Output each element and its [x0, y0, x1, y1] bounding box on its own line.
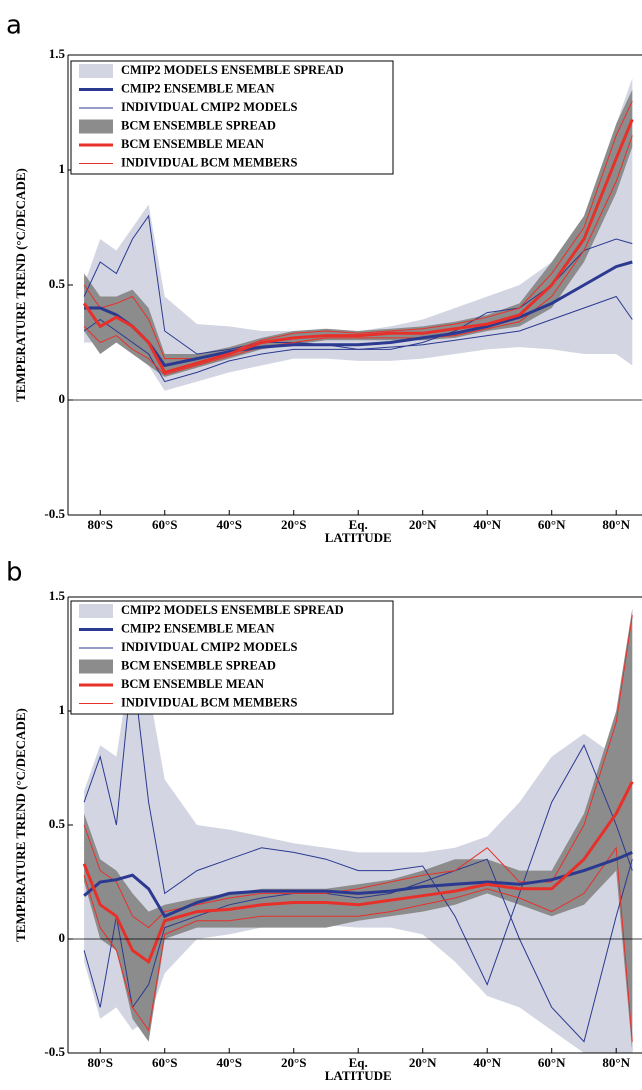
x-axis-label: LATITUDE: [325, 530, 392, 545]
spread-band: [84, 608, 633, 1053]
x-tick-label: 40°S: [217, 517, 242, 532]
legend-label: INDIVIDUAL CMIP2 MODELS: [121, 640, 297, 654]
plot-area: [82, 78, 634, 391]
legend-label: BCM ENSEMBLE MEAN: [121, 677, 264, 691]
legend-label: INDIVIDUAL BCM MEMBERS: [121, 155, 297, 169]
y-tick-label: 1: [59, 702, 66, 717]
legend-label: BCM ENSEMBLE MEAN: [121, 137, 264, 151]
y-tick-label: -0.5: [44, 506, 65, 521]
legend-swatch: [79, 64, 113, 78]
x-tick-label: 40°S: [217, 1055, 242, 1070]
spread-band: [84, 654, 633, 1053]
x-tick-label: 20°N: [409, 517, 437, 532]
legend-label: CMIP2 MODELS ENSEMBLE SPREAD: [121, 63, 344, 77]
legend: CMIP2 MODELS ENSEMBLE SPREAD CMIP2 ENSEMB…: [70, 60, 394, 175]
panel-label: a: [6, 11, 22, 41]
legend-swatch: [79, 659, 113, 674]
legend: CMIP2 MODELS ENSEMBLE SPREAD CMIP2 ENSEMB…: [70, 600, 394, 715]
member-line: [83, 100, 633, 360]
x-tick-label: 60°S: [152, 1055, 177, 1070]
y-tick-label: 1.5: [49, 588, 66, 603]
legend-label: CMIP2 ENSEMBLE MEAN: [121, 621, 274, 635]
x-tick-label: 20°S: [281, 1055, 306, 1070]
x-tick-label: 20°S: [281, 517, 306, 532]
x-tick-label: Eq.: [349, 1055, 368, 1070]
legend-label: INDIVIDUAL CMIP2 MODELS: [121, 100, 297, 114]
legend-label: INDIVIDUAL BCM MEMBERS: [121, 695, 297, 709]
x-tick-label: 60°S: [152, 517, 177, 532]
legend-swatch: [79, 119, 113, 134]
legend-label: BCM ENSEMBLE SPREAD: [121, 658, 276, 672]
y-tick-label: 0: [59, 930, 66, 945]
x-tick-label: 60°N: [538, 517, 566, 532]
y-tick-label: 1.5: [49, 46, 66, 61]
legend-box: [70, 600, 394, 715]
panel: a -0.5 0 0.5 1 1.5 80°S 60°S 40°S 20°S Eq. 20°N 40°N…: [6, 11, 642, 545]
y-axis-label: TEMPERATURE TREND (°C/DECADE): [13, 168, 28, 402]
legend-label: CMIP2 MODELS ENSEMBLE SPREAD: [121, 603, 344, 617]
x-tick-label: 40°N: [473, 1055, 501, 1070]
y-tick-label: 0.5: [49, 816, 66, 831]
panel: b -0.5 0 0.5 1 1.5 80°S 60°S 40°S 20°S Eq. 20°N 40°N…: [6, 558, 642, 1083]
x-tick-label: 80°N: [602, 1055, 630, 1070]
x-tick-label: 40°N: [473, 517, 501, 532]
y-tick-label: 1: [59, 161, 66, 176]
legend-swatch: [79, 604, 113, 618]
member-line: [83, 295, 633, 383]
x-tick-label: 80°N: [602, 517, 630, 532]
x-tick-label: Eq.: [349, 517, 368, 532]
panel-label: b: [6, 558, 23, 588]
mean-line: [82, 118, 634, 375]
mean-line: [83, 851, 633, 919]
y-tick-label: 0: [59, 391, 66, 406]
legend-label: CMIP2 ENSEMBLE MEAN: [121, 81, 274, 95]
y-tick-label: 0.5: [49, 276, 66, 291]
x-tick-label: 80°S: [88, 517, 113, 532]
x-tick-label: 80°S: [88, 1055, 113, 1070]
member-line: [83, 135, 633, 376]
y-tick-label: -0.5: [44, 1044, 65, 1059]
legend-label: BCM ENSEMBLE SPREAD: [121, 118, 276, 132]
y-axis-label: TEMPERATURE TREND (°C/DECADE): [13, 708, 28, 942]
x-axis-label: LATITUDE: [325, 1068, 392, 1083]
x-tick-label: 60°N: [538, 1055, 566, 1070]
x-tick-label: 20°N: [409, 1055, 437, 1070]
mean-line: [82, 781, 634, 965]
spread-band: [84, 89, 633, 377]
legend-box: [70, 60, 394, 175]
plot-area: [82, 608, 634, 1053]
member-line: [83, 846, 633, 1042]
